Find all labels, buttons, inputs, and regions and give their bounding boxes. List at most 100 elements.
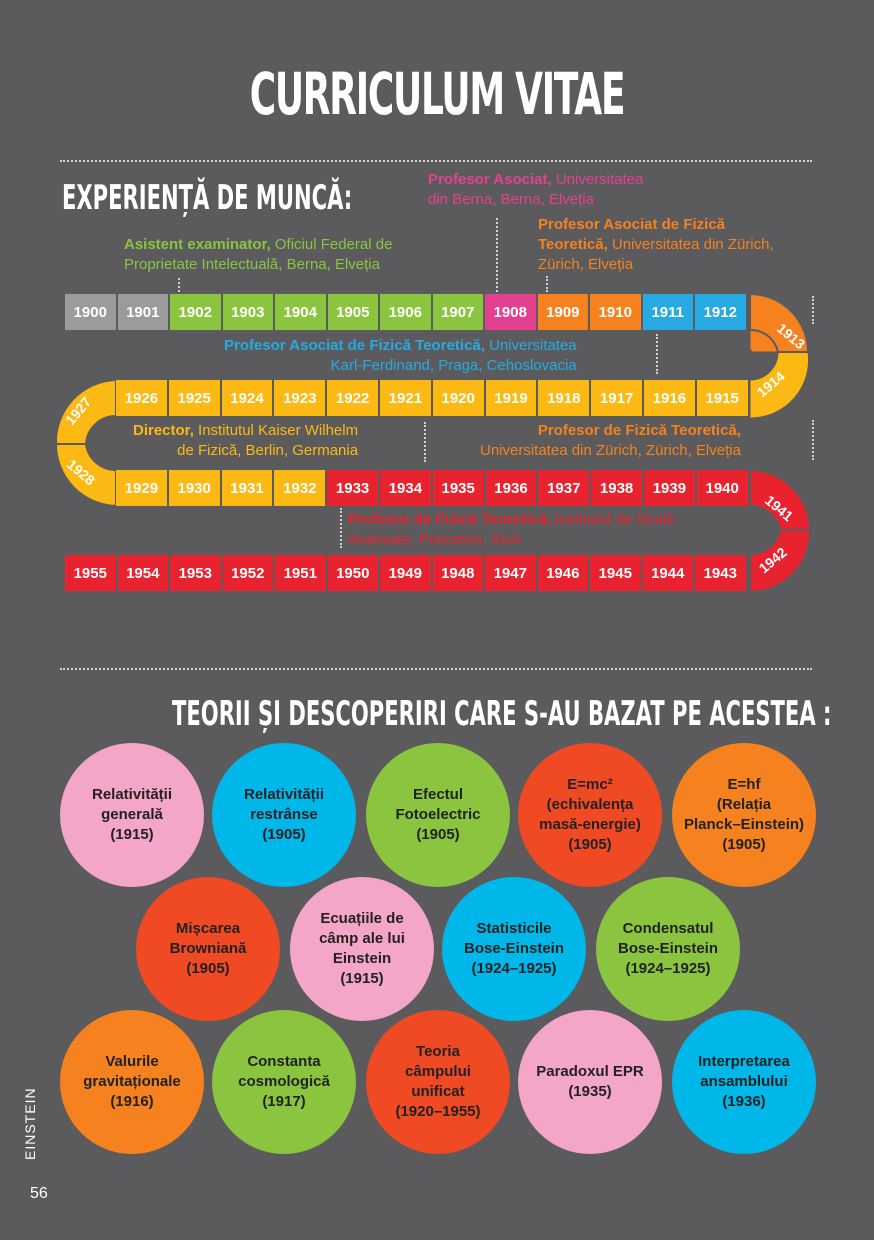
year-1912: 1912 (695, 294, 746, 330)
theory-circle: E=hf (Relația Planck–Einstein) (1905) (672, 743, 816, 887)
year-1900: 1900 (65, 294, 116, 330)
connector-1915 (656, 334, 658, 374)
theory-circle: Relativității restrânse (1905) (212, 743, 356, 887)
year-1906: 1906 (380, 294, 431, 330)
year-1909: 1909 (537, 294, 588, 330)
year-1947: 1947 (485, 555, 536, 591)
year-1929: 1929 (116, 470, 167, 506)
year-1945: 1945 (590, 555, 641, 591)
year-1911: 1911 (642, 294, 693, 330)
year-1917: 1917 (591, 380, 642, 416)
year-1944: 1944 (642, 555, 693, 591)
theory-label: Valurile gravitaționale (1916) (83, 1053, 181, 1110)
theory-label: Teoria câmpului unificat (1920–1955) (395, 1043, 481, 1120)
turn-1914 (749, 351, 810, 419)
theory-label: Interpretarea ansamblului (1936) (698, 1053, 790, 1110)
year-1940: 1940 (696, 470, 748, 506)
year-1907: 1907 (432, 294, 483, 330)
year-1936: 1936 (485, 470, 537, 506)
year-1922: 1922 (327, 380, 378, 416)
turn-1927 (54, 378, 117, 445)
year-1916: 1916 (644, 380, 695, 416)
year-1924: 1924 (221, 380, 273, 416)
job-profesor-zurich: Profesor de Fizică Teoretică, Universitat… (480, 422, 741, 459)
year-1919: 1919 (485, 380, 537, 416)
theory-label: Efectul Fotoelectric (1905) (395, 786, 481, 843)
side-label: EINSTEIN (22, 1087, 38, 1160)
year-1910: 1910 (590, 294, 641, 330)
connector-1933b (340, 508, 342, 548)
job-profesor-princeton: Profesor de Fizică Teoretică, Institutul… (348, 511, 674, 548)
theory-label: Constanta cosmologică (1917) (238, 1053, 330, 1110)
year-1955: 1955 (65, 555, 116, 591)
theory-circle: Valurile gravitaționale (1916) (60, 1010, 204, 1154)
theory-label: Mișcarea Browniană (1905) (169, 920, 247, 977)
year-1908: 1908 (485, 294, 536, 330)
divider-top (60, 160, 812, 162)
theory-circle: Ecuațiile de câmp ale lui Einstein (1915… (290, 877, 434, 1021)
year-1935: 1935 (432, 470, 484, 506)
page-title: CURRICULUM VITAE (249, 60, 626, 128)
timeline-curves: 1913 1914 1927 1928 1941 1942 (54, 292, 812, 594)
theory-label: Statisticile Bose-Einstein (1924–1925) (463, 920, 565, 977)
connector-1902 (178, 278, 180, 292)
job-asistent-examinator: Asistent examinator, Oficiul Federal de P… (124, 236, 393, 273)
year-1937: 1937 (538, 470, 590, 506)
year-1930: 1930 (168, 470, 220, 506)
theory-label: Ecuațiile de câmp ale lui Einstein (1915… (319, 910, 405, 987)
job-director-berlin: Director, Institutul Kaiser Wilhelm de Fi… (133, 422, 359, 459)
year-1953: 1953 (170, 555, 221, 591)
turn-1928 (54, 443, 117, 508)
theory-circle: Efectul Fotoelectric (1905) (366, 743, 510, 887)
theory-circle: Condensatul Bose-Einstein (1924–1925) (596, 877, 740, 1021)
connector-1926 (424, 422, 426, 462)
theory-circle: Statisticile Bose-Einstein (1924–1925) (442, 877, 586, 1021)
year-1920: 1920 (432, 380, 484, 416)
year-1933: 1933 (327, 470, 378, 506)
year-1925: 1925 (168, 380, 220, 416)
year-1949: 1949 (380, 555, 431, 591)
theory-circle: Constanta cosmologică (1917) (212, 1010, 356, 1154)
year-1923: 1923 (274, 380, 326, 416)
theory-label: E=mc² (echivalența masă-energie) (1905) (539, 776, 641, 853)
work-heading: EXPERIENȚĂ DE MUNCĂ: (62, 178, 353, 218)
theory-circle: Mișcarea Browniană (1905) (136, 877, 280, 1021)
theory-label: Paradoxul EPR (1935) (536, 1063, 644, 1100)
year-1931: 1931 (221, 470, 273, 506)
year-1915: 1915 (696, 380, 748, 416)
year-1951: 1951 (275, 555, 326, 591)
year-1952: 1952 (222, 555, 273, 591)
connector-1909 (546, 276, 548, 292)
job-profesor-praga: Profesor Asociat de Fizică Teoretică, Un… (224, 337, 577, 374)
theory-circle: Paradoxul EPR (1935) (518, 1010, 662, 1154)
page-number: 56 (30, 1185, 48, 1202)
job-profesor-asociat-zurich: Profesor Asociat de Fizică Teoretică, Uni… (538, 216, 774, 273)
theory-label: E=hf (Relația Planck–Einstein) (1905) (683, 776, 805, 853)
year-1932: 1932 (274, 470, 326, 506)
theory-circle: Teoria câmpului unificat (1920–1955) (366, 1010, 510, 1154)
theory-label: Relativității restrânse (1905) (243, 786, 325, 843)
year-1926: 1926 (116, 380, 167, 416)
theory-label: Relativității generală (1915) (91, 786, 173, 843)
connector-1933 (812, 420, 814, 460)
year-1950: 1950 (327, 555, 378, 591)
job-profesor-asociat-berna: Profesor Asociat, Universitatea din Berna… (428, 171, 644, 208)
year-1918: 1918 (538, 380, 590, 416)
year-1934: 1934 (380, 470, 431, 506)
turn-1941 (749, 468, 812, 531)
year-1904: 1904 (275, 294, 326, 330)
theory-circle: Interpretarea ansamblului (1936) (672, 1010, 816, 1154)
year-1902: 1902 (170, 294, 221, 330)
theory-label: Condensatul Bose-Einstein (1924–1925) (617, 920, 719, 977)
connector-1911 (812, 296, 814, 324)
year-1903: 1903 (222, 294, 273, 330)
connector-1908 (496, 218, 498, 292)
year-1954: 1954 (117, 555, 168, 591)
year-1921: 1921 (380, 380, 431, 416)
year-1905: 1905 (327, 294, 378, 330)
theory-circle: E=mc² (echivalența masă-energie) (1905) (518, 743, 662, 887)
divider-middle (60, 668, 812, 670)
year-1901: 1901 (117, 294, 168, 330)
year-1946: 1946 (537, 555, 588, 591)
turn-1942 (749, 529, 812, 594)
